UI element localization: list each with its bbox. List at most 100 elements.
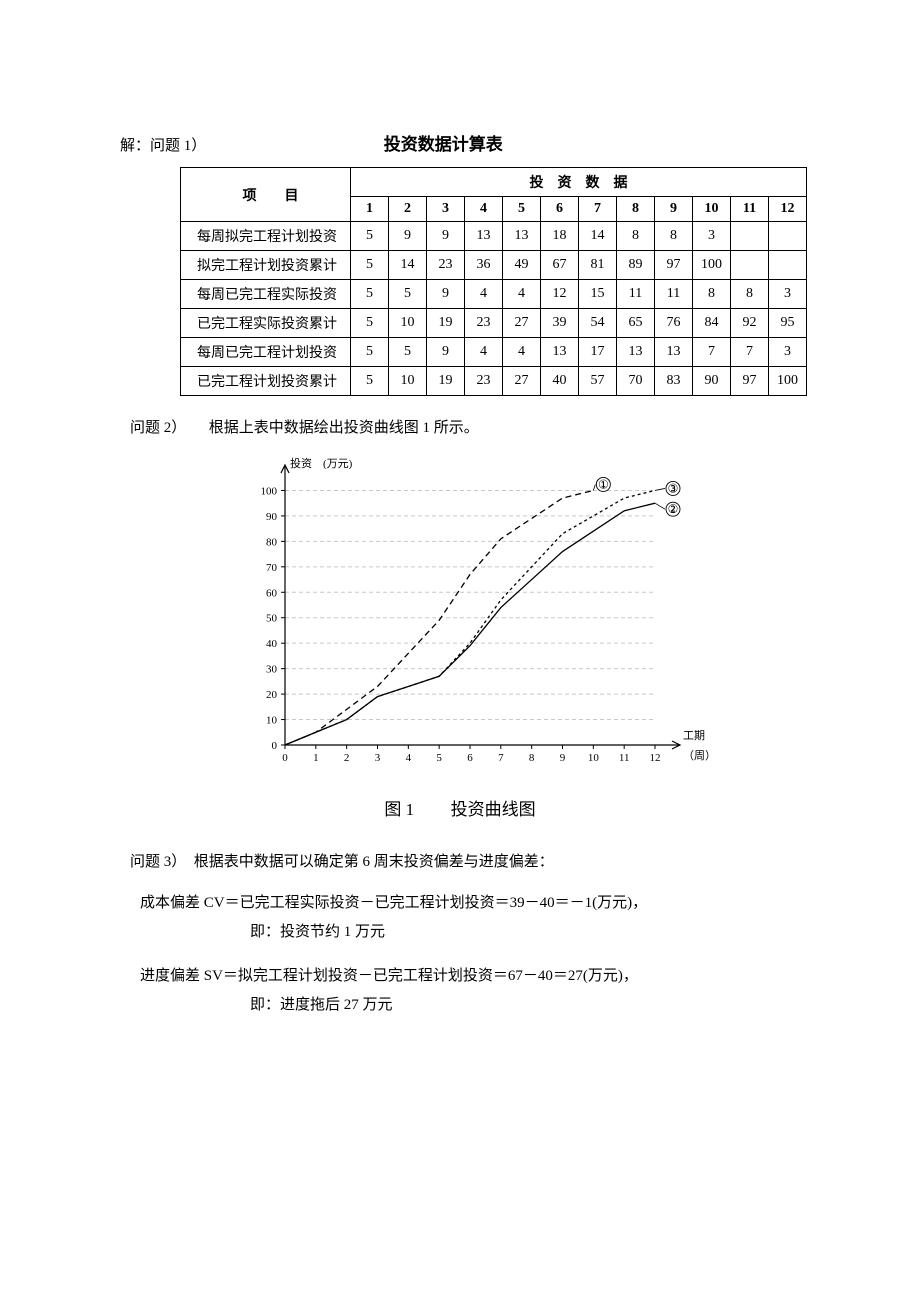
cell: 11	[655, 280, 693, 309]
cv-block: 成本偏差 CV＝已完工程实际投资－已完工程计划投资＝39－40＝－1(万元)， …	[140, 889, 860, 946]
table-row: 每周已完工程计划投资5594413171313773	[181, 338, 807, 367]
cell: 3	[693, 222, 731, 251]
investment-table: 项 目 投 资 数 据 123456789101112 每周拟完工程计划投资59…	[180, 167, 807, 396]
cell: 4	[465, 338, 503, 367]
row-label: 每周已完工程实际投资	[181, 280, 351, 309]
table-row: 拟完工程计划投资累计51423364967818997100	[181, 251, 807, 280]
chart-wrap: 01020304050607080901000123456789101112投资…	[230, 445, 860, 785]
cell: 9	[389, 222, 427, 251]
svg-text:3: 3	[375, 752, 381, 764]
cell: 5	[351, 222, 389, 251]
cell: 65	[617, 309, 655, 338]
cell: 5	[351, 338, 389, 367]
cell: 54	[579, 309, 617, 338]
cell: 7	[693, 338, 731, 367]
cell: 15	[579, 280, 617, 309]
svg-text:90: 90	[266, 511, 278, 523]
cell: 27	[503, 309, 541, 338]
cell	[731, 251, 769, 280]
cell: 3	[769, 280, 807, 309]
svg-text:100: 100	[261, 485, 278, 497]
cell: 5	[351, 251, 389, 280]
cell: 5	[389, 280, 427, 309]
row-label: 每周已完工程计划投资	[181, 338, 351, 367]
sv-line1: 进度偏差 SV＝拟完工程计划投资－已完工程计划投资＝67－40＝27(万元)，	[140, 962, 860, 991]
table-row: 已完工程计划投资累计510192327405770839097100	[181, 367, 807, 396]
q1-header: 解：问题 1） 投资数据计算表	[120, 130, 860, 155]
cell: 92	[731, 309, 769, 338]
cell: 40	[541, 367, 579, 396]
investment-chart: 01020304050607080901000123456789101112投资…	[230, 445, 710, 785]
sv-line2: 即：进度拖后 27 万元	[250, 991, 860, 1020]
svg-text:工期: 工期	[683, 729, 705, 742]
col-header: 11	[731, 197, 769, 222]
col-header: 8	[617, 197, 655, 222]
svg-text:2: 2	[344, 752, 350, 764]
cell	[769, 251, 807, 280]
investment-table-wrap: 项 目 投 资 数 据 123456789101112 每周拟完工程计划投资59…	[180, 167, 860, 396]
cell: 4	[503, 338, 541, 367]
table-row: 每周已完工程实际投资5594412151111883	[181, 280, 807, 309]
svg-text:70: 70	[266, 562, 278, 574]
row-label: 已完工程计划投资累计	[181, 367, 351, 396]
cell: 5	[389, 338, 427, 367]
q2-text: 问题 2） 根据上表中数据绘出投资曲线图 1 所示。	[130, 416, 860, 437]
cell: 8	[655, 222, 693, 251]
svg-text:10: 10	[266, 715, 278, 727]
cell: 23	[465, 309, 503, 338]
svg-text:0: 0	[272, 740, 278, 752]
table-row: 每周拟完工程计划投资59913131814883	[181, 222, 807, 251]
cell: 9	[427, 222, 465, 251]
col-group-header: 投 资 数 据	[351, 168, 807, 197]
cell: 84	[693, 309, 731, 338]
cell: 67	[541, 251, 579, 280]
svg-text:②: ②	[668, 502, 679, 516]
svg-text:6: 6	[467, 752, 473, 764]
cell: 81	[579, 251, 617, 280]
cell: 27	[503, 367, 541, 396]
cell: 90	[693, 367, 731, 396]
col-header: 3	[427, 197, 465, 222]
cell: 57	[579, 367, 617, 396]
cell	[769, 222, 807, 251]
row-label: 拟完工程计划投资累计	[181, 251, 351, 280]
cell: 36	[465, 251, 503, 280]
cell: 11	[617, 280, 655, 309]
cell: 23	[427, 251, 465, 280]
col-header: 12	[769, 197, 807, 222]
svg-text:12: 12	[650, 752, 661, 764]
cell: 39	[541, 309, 579, 338]
cell: 83	[655, 367, 693, 396]
sv-block: 进度偏差 SV＝拟完工程计划投资－已完工程计划投资＝67－40＝27(万元)， …	[140, 962, 860, 1019]
svg-text:1: 1	[313, 752, 319, 764]
cell: 100	[693, 251, 731, 280]
cell: 9	[427, 338, 465, 367]
col-header: 10	[693, 197, 731, 222]
cell: 18	[541, 222, 579, 251]
svg-text:7: 7	[498, 752, 504, 764]
cell: 100	[769, 367, 807, 396]
svg-text:①: ①	[598, 477, 609, 491]
cell: 19	[427, 309, 465, 338]
cell: 9	[427, 280, 465, 309]
svg-text:40: 40	[266, 638, 278, 650]
svg-text:20: 20	[266, 689, 278, 701]
chart-caption-b: 投资曲线图	[451, 800, 536, 819]
table-title: 投资数据计算表	[384, 135, 503, 154]
cell: 89	[617, 251, 655, 280]
cell: 95	[769, 309, 807, 338]
cell: 5	[351, 309, 389, 338]
cell: 4	[503, 280, 541, 309]
svg-text:10: 10	[588, 752, 600, 764]
svg-text:5: 5	[436, 752, 442, 764]
chart-caption-a: 图 1	[384, 800, 414, 819]
col-header: 1	[351, 197, 389, 222]
cell: 76	[655, 309, 693, 338]
q1-prefix: 解：问题 1）	[120, 138, 206, 154]
cv-line2: 即：投资节约 1 万元	[250, 918, 860, 947]
cell: 49	[503, 251, 541, 280]
cell: 5	[351, 280, 389, 309]
svg-text:11: 11	[619, 752, 630, 764]
svg-text:（周）: （周）	[683, 749, 710, 762]
cell: 8	[617, 222, 655, 251]
